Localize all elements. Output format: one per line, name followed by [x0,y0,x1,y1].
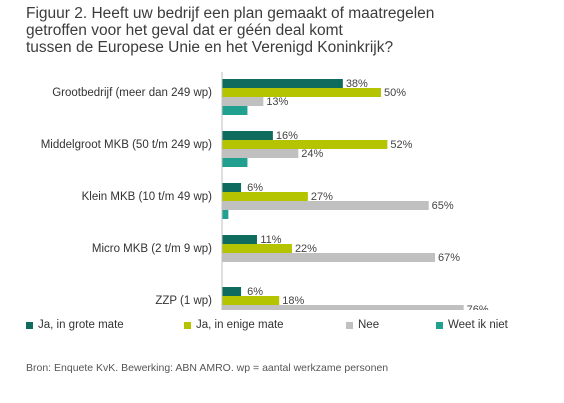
data-label: 18% [282,295,304,307]
bar [222,106,248,115]
legend: Ja, in grote mate Ja, in enige mate Nee Wee… [26,319,556,335]
category-label: ZZP (1 wp) [155,295,212,307]
data-label: 24% [301,148,323,160]
data-label: 50% [384,87,406,99]
bar [222,131,273,140]
legend-label: Weet ik niet [448,319,508,331]
data-label: 76% [467,304,489,310]
bar [222,183,242,192]
bar [222,149,299,158]
bar [222,235,257,244]
bar [222,79,343,88]
data-label: 52% [390,139,412,151]
category-label: Grootbedrijf (meer dan 249 wp) [52,87,212,99]
data-label: 22% [295,243,317,255]
legend-item: Ja, in grote mate [26,319,124,331]
legend-label: Ja, in grote mate [38,319,124,331]
bar [222,192,308,201]
bar [222,253,436,262]
legend-item: Nee [346,319,379,331]
legend-swatch [346,321,353,329]
legend-label: Nee [358,319,380,331]
bar [222,287,242,296]
bar [222,244,292,253]
bar [222,305,464,310]
bar [222,201,429,210]
chart-title: Figuur 2. Heeft uw bedrijf een plan gema… [26,5,435,56]
category-labels: Grootbedrijf (meer dan 249 wp) Middelgroo… [41,87,212,307]
data-label: 6% [247,286,263,298]
category-label: Middelgroot MKB (50 t/m 249 wp) [41,139,212,151]
category-label: Micro MKB (2 t/m 9 wp) [92,243,212,255]
data-label: 27% [311,191,333,203]
data-label: 11% [260,234,281,246]
bar [222,210,229,219]
legend-label: Ja, in enige mate [196,319,284,331]
value-labels: 38% 50% 13% 16% 52% 24% 6% 27% 65% 11% 22% 67% 6% 18%… [247,78,489,310]
data-label: 65% [432,200,454,212]
legend-swatch [436,321,443,329]
data-label: 16% [276,130,298,142]
bars-layer [222,79,464,310]
legend-item: Ja, in enige mate [184,319,284,331]
bar [222,97,264,106]
data-label: 13% [266,96,288,108]
legend-swatch [184,321,191,329]
bar [222,88,381,97]
data-label: 67% [438,252,460,264]
bar [222,158,248,167]
data-label: 6% [247,182,263,194]
bar [222,296,280,305]
data-label: 38% [346,78,368,90]
legend-swatch [26,321,33,329]
bar [222,140,388,149]
bar-chart: Grootbedrijf (meer dan 249 wp) Middelgroo… [41,72,489,310]
source-note: Bron: Enquete KvK. Bewerking: ABN AMRO. … [26,362,389,374]
category-label: Klein MKB (10 t/m 49 wp) [82,191,213,203]
legend-item: Weet ik niet [436,319,508,331]
